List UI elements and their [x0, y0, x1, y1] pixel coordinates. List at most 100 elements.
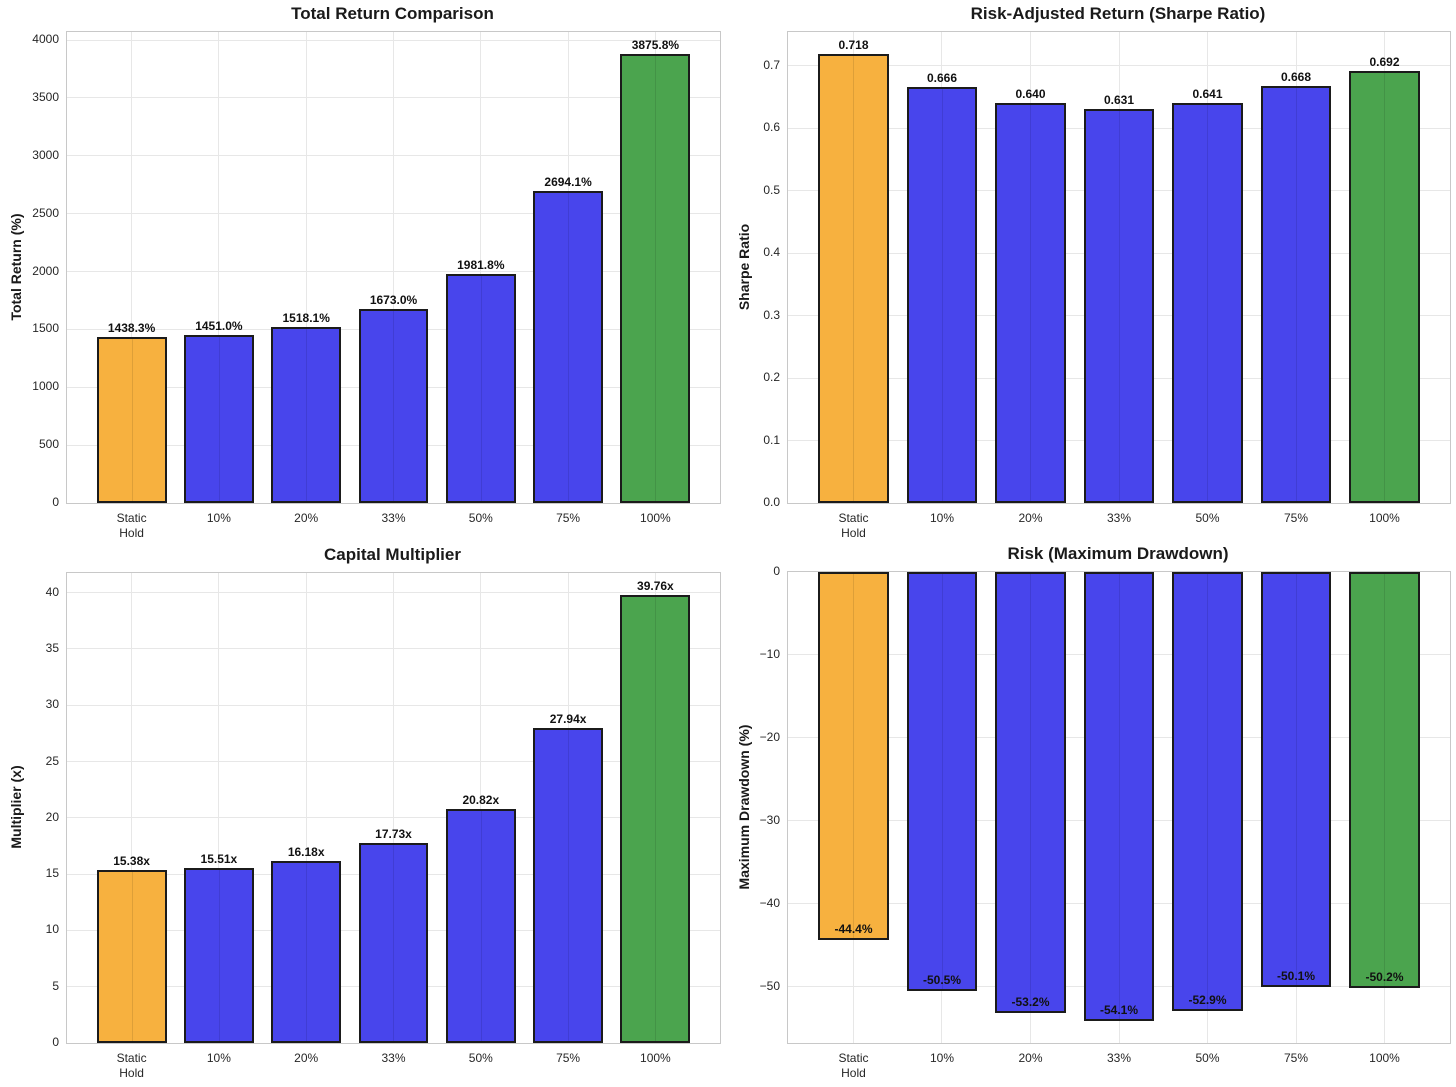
- x-tick-label: Static Hold: [116, 1051, 147, 1080]
- y-axis-label-sharpe-ratio: Sharpe Ratio: [736, 223, 752, 310]
- v-gridline-overlay: [218, 337, 220, 501]
- v-gridline: [305, 32, 307, 503]
- bar-33%: [1083, 108, 1155, 503]
- v-gridline-overlay: [1207, 104, 1209, 501]
- bar-value-label: -52.9%: [1188, 992, 1227, 1007]
- bar-value-label: 0.666: [926, 70, 957, 85]
- v-gridline-overlay: [1207, 574, 1209, 1009]
- y-tick-label: 1000: [32, 379, 59, 394]
- x-tick-label: 20%: [294, 511, 319, 525]
- y-tick-label: 20: [45, 809, 59, 824]
- v-gridline-overlay: [1295, 574, 1297, 986]
- y-axis-label-max-drawdown: Maximum Drawdown (%): [736, 724, 752, 889]
- v-gridline: [131, 573, 133, 1043]
- bar-value-label: 0.692: [1369, 54, 1400, 69]
- bar-10%: [906, 572, 978, 991]
- subplot-sharpe-ratio: Risk-Adjusted Return (Sharpe Ratio) Shar…: [728, 0, 1456, 544]
- bar-100%: [1349, 572, 1420, 989]
- x-tick-label: 75%: [556, 1051, 581, 1065]
- plot-area-max-drawdown: 0 −10 −20 −30 −40 −50 -44.4% -50.5% -53.2% -54.1%…: [760, 564, 1451, 1080]
- x-tick-label: 100%: [1369, 511, 1400, 525]
- bar-50%: [1172, 102, 1243, 503]
- y-tick-label: −30: [759, 812, 780, 827]
- bar-value-label: 0.640: [1015, 87, 1046, 102]
- v-gridline-overlay: [480, 810, 482, 1041]
- y-tick-label: 5: [52, 978, 59, 993]
- y-tick-label: 25: [45, 753, 59, 768]
- y-tick-label: 500: [38, 437, 59, 452]
- bar-value-label: 1451.0%: [195, 319, 243, 334]
- bar-20%: [995, 103, 1066, 503]
- v-gridline-overlay: [306, 329, 308, 501]
- bar-20%: [271, 860, 342, 1043]
- x-tick-label: 100%: [1369, 1051, 1400, 1065]
- bar-20%: [271, 327, 342, 503]
- v-gridline-overlay: [218, 870, 220, 1041]
- x-tick-label: Static Hold: [116, 511, 147, 540]
- bar-value-label: 1673.0%: [369, 293, 418, 308]
- x-tick-label: 100%: [640, 1051, 671, 1065]
- subplot-total-return: Total Return Comparison Total Return (%)…: [0, 0, 728, 544]
- bar-value-label: -54.1%: [1099, 1002, 1139, 1017]
- bar-75%: [1260, 572, 1332, 988]
- x-tick-label: 100%: [640, 511, 671, 525]
- y-tick-label: 40: [45, 584, 59, 599]
- x-tick-label: 10%: [206, 511, 231, 525]
- subplot-capital-multiplier: Capital Multiplier Multiplier (x) 0 5 10 15…: [0, 544, 728, 1087]
- bar-value-label: -50.2%: [1365, 970, 1404, 985]
- y-tick-label: 0.7: [763, 57, 780, 72]
- bar-33%: [358, 309, 429, 503]
- y-tick-label: 0.4: [763, 245, 780, 260]
- v-gridline-overlay: [306, 862, 308, 1041]
- bar-value-label: 0.718: [838, 38, 869, 53]
- v-gridline-overlay: [131, 871, 133, 1041]
- x-tick-label: Static Hold: [838, 511, 869, 540]
- bar-value-label: -53.2%: [1011, 995, 1050, 1010]
- v-gridline-overlay: [393, 311, 395, 501]
- x-tick-label: 50%: [468, 1051, 493, 1065]
- v-gridline-overlay: [853, 574, 855, 939]
- bar-value-label: 1981.8%: [457, 257, 505, 272]
- x-tick-label: 75%: [556, 511, 581, 525]
- bar-75%: [1260, 85, 1332, 503]
- bar-static-hold: [96, 869, 167, 1043]
- bar-value-label: 16.18x: [287, 844, 325, 859]
- bar-value-label: 0.631: [1103, 92, 1135, 107]
- v-gridline: [218, 573, 220, 1043]
- y-tick-label: 3000: [32, 147, 59, 162]
- y-tick-label: 2500: [32, 205, 59, 220]
- y-tick-label: 0.2: [763, 370, 780, 385]
- v-gridline-overlay: [1118, 110, 1120, 501]
- x-tick-label: 10%: [929, 1051, 954, 1065]
- v-gridline: [393, 573, 394, 1043]
- x-tick-label: 33%: [381, 1051, 406, 1065]
- bar-value-label: 17.73x: [375, 827, 412, 842]
- v-gridline-overlay: [568, 730, 570, 1041]
- y-tick-label: 0.1: [763, 432, 780, 447]
- x-tick-label: 33%: [1106, 511, 1132, 525]
- plot-area-total-return: 0 500 1000 1500 2000 2500 3000 3500 4000 1438.3% 1…: [32, 31, 721, 540]
- bar-10%: [183, 335, 254, 503]
- y-tick-label: 4000: [32, 32, 59, 47]
- bar-value-label: 1518.1%: [282, 311, 330, 326]
- chart-title-capital-multiplier: Capital Multiplier: [324, 545, 461, 564]
- bar-value-label: -50.5%: [922, 972, 961, 987]
- v-gridline-overlay: [655, 56, 657, 501]
- x-tick-label: 75%: [1283, 511, 1309, 525]
- bar-75%: [533, 728, 603, 1043]
- bar-value-label: -44.4%: [834, 922, 873, 937]
- bar-value-label: -50.1%: [1276, 969, 1316, 984]
- y-tick-label: 0.3: [763, 307, 780, 322]
- bar-value-label: 39.76x: [637, 579, 674, 594]
- v-gridline-overlay: [131, 338, 133, 501]
- v-gridline: [393, 32, 394, 503]
- x-tick-label: 50%: [468, 511, 493, 525]
- v-gridline-overlay: [1118, 574, 1120, 1019]
- v-gridline-overlay: [1384, 574, 1386, 987]
- plot-area-sharpe-ratio: 0.0 0.1 0.2 0.3 0.4 0.5 0.6 0.7 0.718 0.666 0.640 0…: [763, 31, 1451, 540]
- v-gridline-overlay: [941, 88, 943, 501]
- bar-50%: [445, 273, 516, 503]
- y-tick-label: −40: [759, 895, 780, 910]
- bar-value-label: 15.51x: [200, 852, 238, 867]
- bar-value-label: 27.94x: [549, 712, 587, 727]
